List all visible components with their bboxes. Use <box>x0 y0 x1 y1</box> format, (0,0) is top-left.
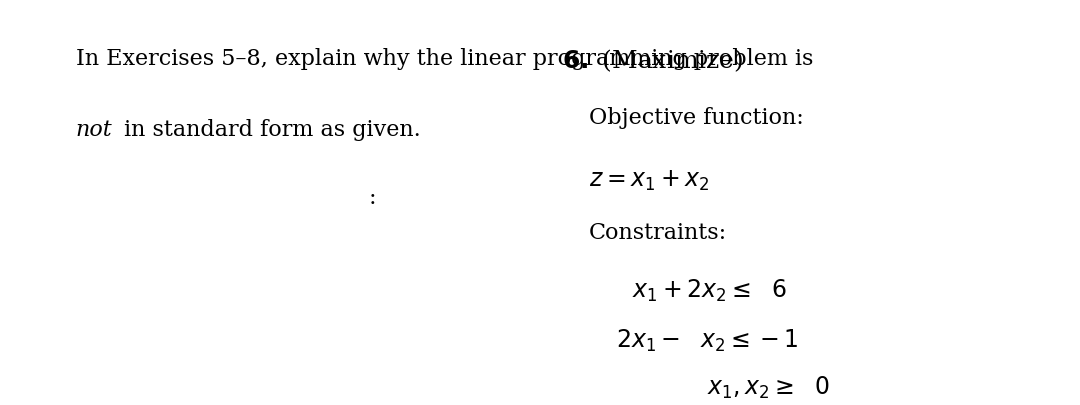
Text: $z = x_1 + x_2$: $z = x_1 + x_2$ <box>589 168 710 192</box>
Text: $x_1 + 2x_2 \leq \ \ 6$: $x_1 + 2x_2 \leq \ \ 6$ <box>632 277 786 303</box>
Text: not: not <box>76 119 112 141</box>
Text: Constraints:: Constraints: <box>589 222 727 244</box>
Text: $\mathbf{6.}$ (Maximize): $\mathbf{6.}$ (Maximize) <box>562 47 743 74</box>
Text: In Exercises 5–8, explain why the linear programming problem is: In Exercises 5–8, explain why the linear… <box>76 47 813 70</box>
Text: $x_1, x_2 \geq \ \ 0$: $x_1, x_2 \geq \ \ 0$ <box>707 374 831 401</box>
Text: Objective function:: Objective function: <box>589 107 804 129</box>
Text: in standard form as given.: in standard form as given. <box>117 119 420 141</box>
Text: $2x_1 - \ \ x_2 \leq -1$: $2x_1 - \ \ x_2 \leq -1$ <box>616 327 798 353</box>
Text: :: : <box>369 187 376 209</box>
